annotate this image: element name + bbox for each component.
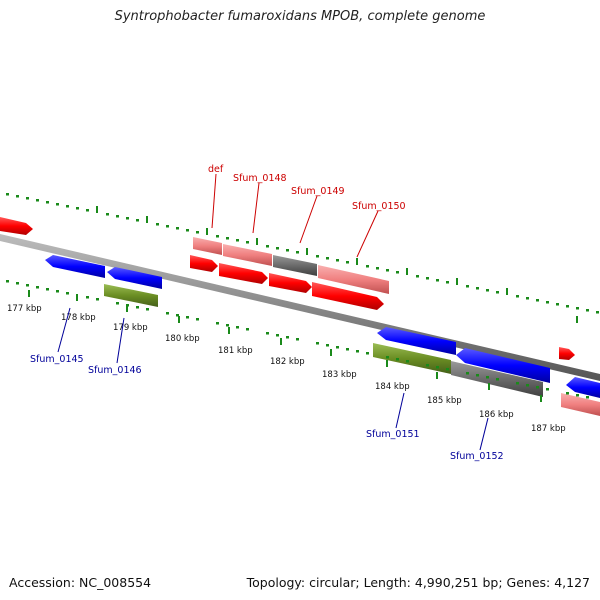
cds-sfum-0152[interactable] (456, 348, 550, 383)
scale-label: 178 kbp (61, 313, 96, 323)
scale-label: 184 kbp (375, 382, 410, 392)
gene-label-sfum-0151[interactable]: Sfum_0151 (366, 429, 420, 440)
misc-sfum-0146[interactable] (104, 284, 158, 307)
gene-label-sfum-0149[interactable]: Sfum_0149 (291, 186, 345, 197)
misc-sfum-0151[interactable] (373, 343, 451, 374)
forward-scale-dots (6, 193, 599, 314)
gene-label-sfum-0146[interactable]: Sfum_0146 (88, 365, 142, 376)
cds-arrow-right-small[interactable] (559, 347, 575, 360)
scale-label: 185 kbp (427, 396, 462, 406)
gene-label-def[interactable]: def (208, 164, 224, 175)
cds-sfum-0149[interactable] (269, 273, 312, 293)
gene-label-sfum-0148[interactable]: Sfum_0148 (233, 173, 287, 184)
cds-sfum-0151[interactable] (377, 327, 456, 355)
forward-gene-labels: def Sfum_0148 Sfum_0149 Sfum_0150 (208, 164, 406, 258)
gene-sfum-0149[interactable] (273, 255, 317, 276)
scale-labels: 177 kbp 178 kbp 179 kbp 180 kbp 181 kbp … (7, 304, 566, 434)
page-title: Syntrophobacter fumaroxidans MPOB, compl… (114, 9, 486, 24)
cds-sfum-0146[interactable] (107, 267, 162, 289)
accession-text: Accession: NC_008554 (9, 575, 152, 590)
cds-sfum-0148[interactable] (219, 263, 268, 284)
cds-def[interactable] (190, 255, 218, 272)
reverse-gene-labels: Sfum_0145 Sfum_0146 Sfum_0151 Sfum_0152 (30, 307, 504, 462)
forward-features (0, 217, 600, 416)
trna-def[interactable] (193, 237, 222, 255)
gene-label-sfum-0150[interactable]: Sfum_0150 (352, 201, 406, 212)
scale-label: 186 kbp (479, 410, 514, 420)
scale-label: 177 kbp (7, 304, 42, 314)
gene-label-sfum-0145[interactable]: Sfum_0145 (30, 354, 84, 365)
forward-scale-ticks (96, 206, 578, 323)
scale-label: 179 kbp (113, 323, 148, 333)
reverse-scale-ticks (28, 290, 542, 402)
genome-summary-text: Topology: circular; Length: 4,990,251 bp… (246, 575, 590, 590)
scale-label: 180 kbp (165, 334, 200, 344)
scale-label: 183 kbp (322, 370, 357, 380)
trna-sfum-0150[interactable] (318, 265, 389, 294)
cds-arrow-left-edge[interactable] (0, 217, 33, 235)
scale-label: 181 kbp (218, 346, 253, 356)
cds-right-edge-reverse[interactable] (566, 377, 600, 398)
trna-sfum-0148[interactable] (223, 244, 272, 266)
reverse-scale-dots (6, 280, 589, 399)
cds-sfum-0145[interactable] (45, 255, 105, 278)
scale-label: 187 kbp (531, 424, 566, 434)
scale-label: 182 kbp (270, 357, 305, 367)
trna-right-edge[interactable] (561, 393, 600, 416)
gene-label-sfum-0152[interactable]: Sfum_0152 (450, 451, 504, 462)
cds-sfum-0150[interactable] (312, 282, 384, 310)
